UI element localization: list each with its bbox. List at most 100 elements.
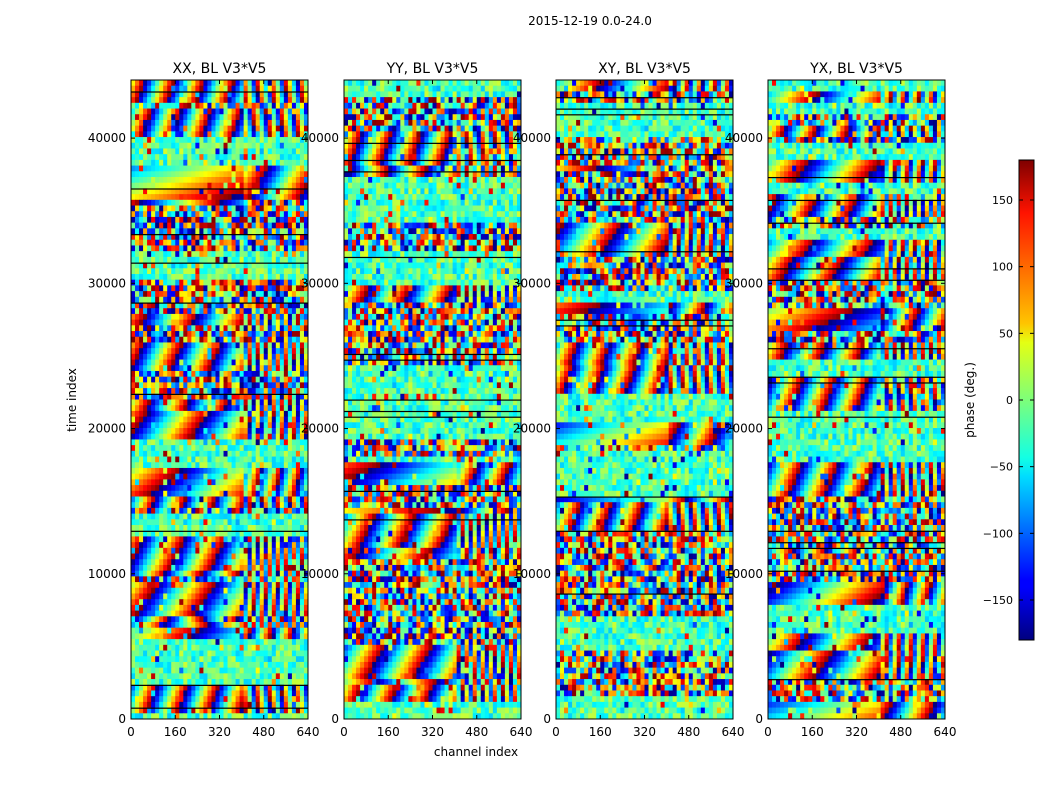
phase-cell (251, 650, 257, 657)
phase-cell (179, 667, 184, 674)
phase-cell (211, 285, 216, 292)
phase-cell (267, 370, 273, 378)
phase-cell (263, 331, 269, 338)
phase-cell (231, 547, 236, 554)
phase-cell (147, 228, 152, 235)
phase-cell (271, 507, 277, 515)
phase-cell (283, 256, 289, 263)
phase-cell (275, 154, 281, 161)
phase-cell (167, 199, 172, 206)
phase-cell (255, 593, 261, 600)
phase-cell (303, 336, 309, 343)
phase-cell (155, 171, 160, 178)
phase-cell (135, 336, 140, 343)
phase-cell (191, 262, 196, 269)
phase-cell (279, 388, 285, 395)
phase-cell (207, 216, 212, 224)
phase-cell (223, 319, 228, 326)
phase-cell (155, 108, 160, 115)
phase-cell (271, 519, 277, 526)
phase-cell (231, 108, 236, 115)
phase-cell (175, 393, 180, 400)
phase-cell (223, 707, 228, 714)
phase-cell (227, 148, 232, 155)
phase-cell (199, 114, 204, 121)
phase-cell (235, 353, 241, 360)
phase-cell (287, 353, 293, 360)
phase-cell (135, 525, 140, 532)
phase-cell (283, 473, 289, 480)
phase-cell (352, 80, 357, 87)
phase-cell (251, 507, 257, 515)
phase-cell (227, 656, 232, 663)
phase-cell (207, 559, 212, 566)
phase-cell (211, 262, 216, 269)
phase-cell (235, 273, 241, 281)
phase-cell (219, 176, 224, 184)
phase-cell (171, 154, 176, 161)
phase-cell (279, 519, 285, 526)
phase-cell (267, 479, 273, 486)
phase-cell (139, 627, 144, 634)
phase-cell (227, 667, 232, 674)
phase-cell (147, 422, 152, 429)
phase-cell (199, 245, 204, 252)
phase-cell (243, 268, 249, 275)
phase-cell (151, 502, 156, 509)
phase-cell (171, 496, 176, 503)
phase-cell (227, 587, 232, 594)
phase-cell (223, 576, 228, 583)
phase-cell (271, 262, 277, 269)
phase-cell (239, 91, 245, 98)
phase-cell (211, 353, 216, 360)
phase-cell (175, 148, 180, 155)
phase-cell (203, 582, 208, 589)
phase-cell (283, 222, 289, 229)
phase-cell (287, 559, 293, 566)
phase-cell (187, 679, 192, 686)
phase-cell (207, 542, 212, 549)
phase-cell (147, 701, 152, 708)
phase-cell (155, 604, 160, 611)
phase-cell (147, 553, 152, 560)
phase-cell (299, 285, 305, 292)
phase-cell (167, 313, 172, 321)
phase-cell (223, 684, 228, 691)
phase-cell (263, 690, 269, 697)
phase-cell (211, 393, 216, 400)
phase-cell (219, 507, 224, 515)
phase-cell (179, 108, 184, 115)
phase-cell (283, 525, 289, 532)
phase-cell (203, 125, 208, 132)
phase-cell (131, 382, 136, 389)
phase-cell (175, 108, 180, 115)
phase-cell (271, 119, 277, 127)
phase-cell (183, 262, 188, 269)
phase-cell (283, 519, 289, 526)
phase-cell (255, 353, 261, 360)
phase-cell (267, 256, 273, 263)
phase-cell (199, 673, 204, 680)
phase-cell (191, 137, 196, 144)
phase-cell (139, 239, 144, 246)
phase-cell (167, 365, 172, 372)
phase-cell (147, 450, 152, 457)
phase-cell (231, 353, 236, 360)
phase-cell (291, 696, 297, 703)
phase-cell (131, 171, 136, 178)
phase-cell (175, 348, 180, 355)
phase-cell (283, 228, 289, 235)
phase-cell (259, 365, 265, 372)
phase-cell (299, 536, 305, 543)
phase-cell (135, 399, 140, 406)
phase-cell (171, 639, 176, 646)
phase-cell (183, 251, 188, 258)
phase-cell (271, 479, 277, 486)
phase-cell (299, 410, 305, 418)
phase-cell (135, 416, 140, 423)
phase-cell (199, 199, 204, 206)
phase-cell (235, 410, 241, 418)
phase-cell (251, 154, 257, 161)
phase-cell (275, 473, 281, 480)
phase-cell (199, 707, 204, 714)
